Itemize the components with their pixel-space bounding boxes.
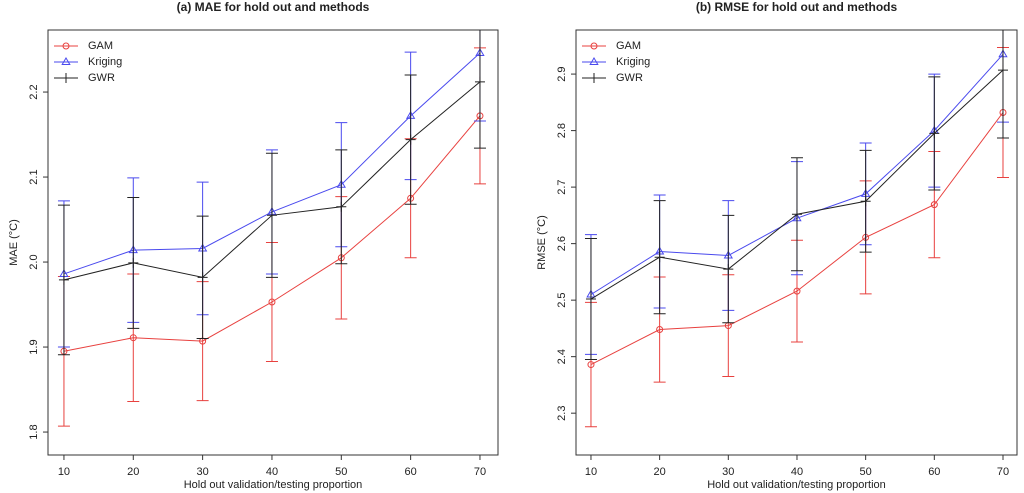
plot-frame [47, 29, 499, 456]
marker [336, 201, 347, 212]
y-axis-label: MAE (°C) [8, 219, 20, 266]
y-tick-label: 2.9 [556, 66, 568, 81]
marker [860, 196, 871, 207]
legend-marker [61, 73, 71, 83]
x-axis-label: Hold out validation/testing proportion [707, 479, 886, 491]
y-axis-label: RMSE (°C) [536, 215, 548, 270]
marker [587, 361, 595, 369]
plot-area [57, 30, 486, 427]
marker [997, 65, 1008, 76]
legend-marker [62, 42, 70, 50]
x-tick-label: 30 [722, 466, 734, 478]
marker [197, 272, 208, 283]
marker [723, 264, 734, 275]
y-tick-label: 2.3 [556, 406, 568, 421]
x-tick-label: 40 [791, 466, 803, 478]
x-tick-label: 60 [405, 466, 417, 478]
legend-marker [589, 57, 599, 65]
y-tick-label: 2.8 [556, 123, 568, 138]
x-tick-label: 70 [474, 466, 486, 478]
legend-label: Kriging [616, 56, 650, 68]
marker [793, 287, 801, 295]
chart-title: (a) MAE for hold out and methods [177, 0, 370, 14]
legend-label: GWR [88, 72, 115, 84]
legend-marker [61, 57, 71, 65]
marker [585, 294, 596, 305]
marker [268, 298, 276, 306]
legend-label: GAM [616, 40, 641, 52]
marker [128, 257, 139, 268]
marker [474, 76, 485, 87]
x-tick-label: 40 [266, 466, 278, 478]
marker [129, 334, 137, 342]
y-tick-label: 2.4 [556, 349, 568, 364]
y-tick-label: 1.9 [28, 339, 40, 354]
y-tick-label: 2.1 [28, 169, 40, 184]
x-tick-label: 20 [127, 466, 139, 478]
marker [791, 209, 802, 220]
marker [58, 274, 69, 285]
marker [266, 210, 277, 221]
x-tick-label: 50 [860, 466, 872, 478]
plot-area [584, 30, 1009, 428]
marker [930, 201, 938, 209]
marker [405, 134, 416, 145]
x-tick-label: 50 [335, 466, 347, 478]
legend-marker [589, 73, 599, 83]
y-tick-label: 1.8 [28, 424, 40, 439]
x-tick-label: 60 [928, 466, 940, 478]
marker [656, 326, 664, 334]
x-tick-label: 20 [654, 466, 666, 478]
marker [654, 252, 665, 263]
x-axis-label: Hold out validation/testing proportion [184, 479, 363, 491]
y-tick-label: 2.0 [28, 254, 40, 269]
x-tick-label: 10 [58, 466, 70, 478]
x-tick-label: 30 [196, 466, 208, 478]
x-tick-label: 10 [585, 466, 597, 478]
y-tick-label: 2.7 [556, 179, 568, 194]
y-tick-label: 2.6 [556, 236, 568, 251]
y-tick-label: 2.5 [556, 292, 568, 307]
x-tick-label: 70 [997, 466, 1009, 478]
legend-label: GWR [616, 72, 643, 84]
marker [929, 128, 940, 139]
legend-label: Kriging [88, 56, 122, 68]
chart-title: (b) RMSE for hold out and methods [696, 0, 898, 14]
legend-label: GAM [88, 40, 113, 52]
y-tick-label: 2.2 [28, 84, 40, 99]
legend-marker [590, 42, 598, 50]
